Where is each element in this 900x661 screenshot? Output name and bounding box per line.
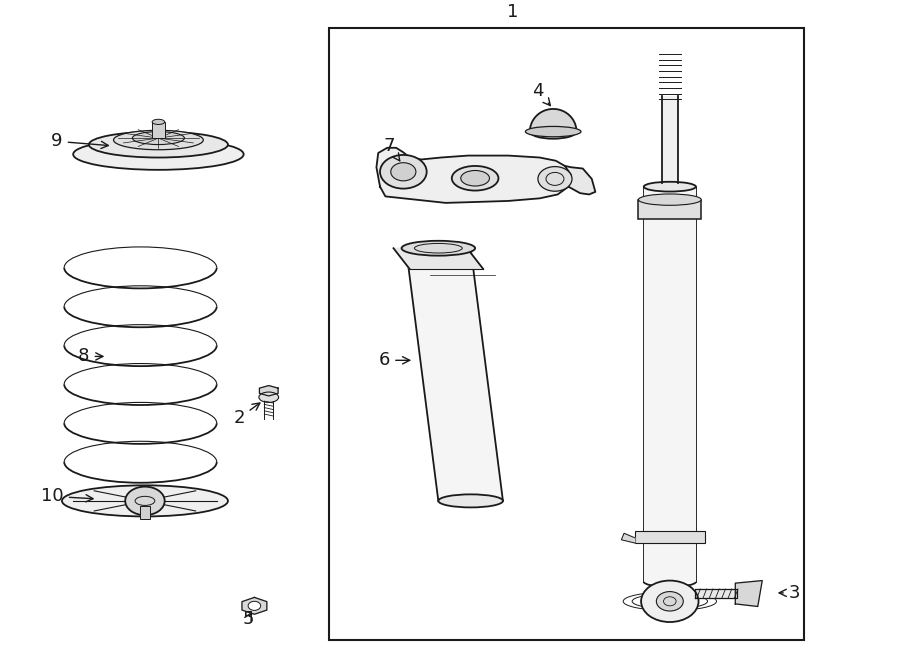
Text: 8: 8	[78, 348, 103, 366]
Text: 5: 5	[242, 610, 254, 628]
Ellipse shape	[461, 171, 490, 186]
Text: 4: 4	[532, 82, 551, 106]
Bar	[140, 506, 150, 519]
Text: 6: 6	[379, 351, 410, 369]
Polygon shape	[735, 580, 762, 607]
Circle shape	[538, 167, 572, 191]
Ellipse shape	[526, 126, 581, 137]
Ellipse shape	[259, 392, 279, 403]
Text: 2: 2	[233, 403, 260, 427]
Ellipse shape	[401, 241, 475, 256]
Polygon shape	[259, 385, 278, 396]
Ellipse shape	[132, 132, 184, 145]
Bar	[662, 96, 678, 184]
Ellipse shape	[438, 494, 503, 508]
Bar	[634, 531, 705, 543]
Circle shape	[641, 580, 698, 622]
Ellipse shape	[113, 130, 203, 150]
Ellipse shape	[62, 485, 228, 516]
Circle shape	[248, 602, 261, 610]
Text: 7: 7	[383, 137, 400, 161]
Polygon shape	[393, 249, 483, 269]
Ellipse shape	[73, 139, 244, 170]
Polygon shape	[621, 533, 634, 543]
Polygon shape	[565, 166, 596, 194]
Ellipse shape	[530, 124, 577, 139]
Ellipse shape	[152, 119, 165, 124]
Polygon shape	[376, 148, 572, 203]
Circle shape	[656, 592, 683, 611]
Circle shape	[391, 163, 416, 181]
Polygon shape	[695, 589, 737, 598]
Text: 9: 9	[51, 132, 108, 150]
Bar	[328, 28, 805, 640]
Polygon shape	[644, 186, 696, 582]
Ellipse shape	[452, 166, 499, 190]
Circle shape	[380, 155, 427, 188]
Ellipse shape	[638, 194, 701, 206]
Polygon shape	[242, 598, 266, 614]
Polygon shape	[406, 249, 503, 501]
Ellipse shape	[644, 182, 696, 192]
Bar	[152, 122, 165, 138]
Polygon shape	[530, 109, 577, 132]
Text: 3: 3	[779, 584, 800, 602]
Circle shape	[125, 486, 165, 515]
Bar	[638, 200, 701, 219]
Text: 10: 10	[41, 487, 93, 506]
Text: 1: 1	[507, 3, 518, 21]
Ellipse shape	[89, 132, 228, 157]
